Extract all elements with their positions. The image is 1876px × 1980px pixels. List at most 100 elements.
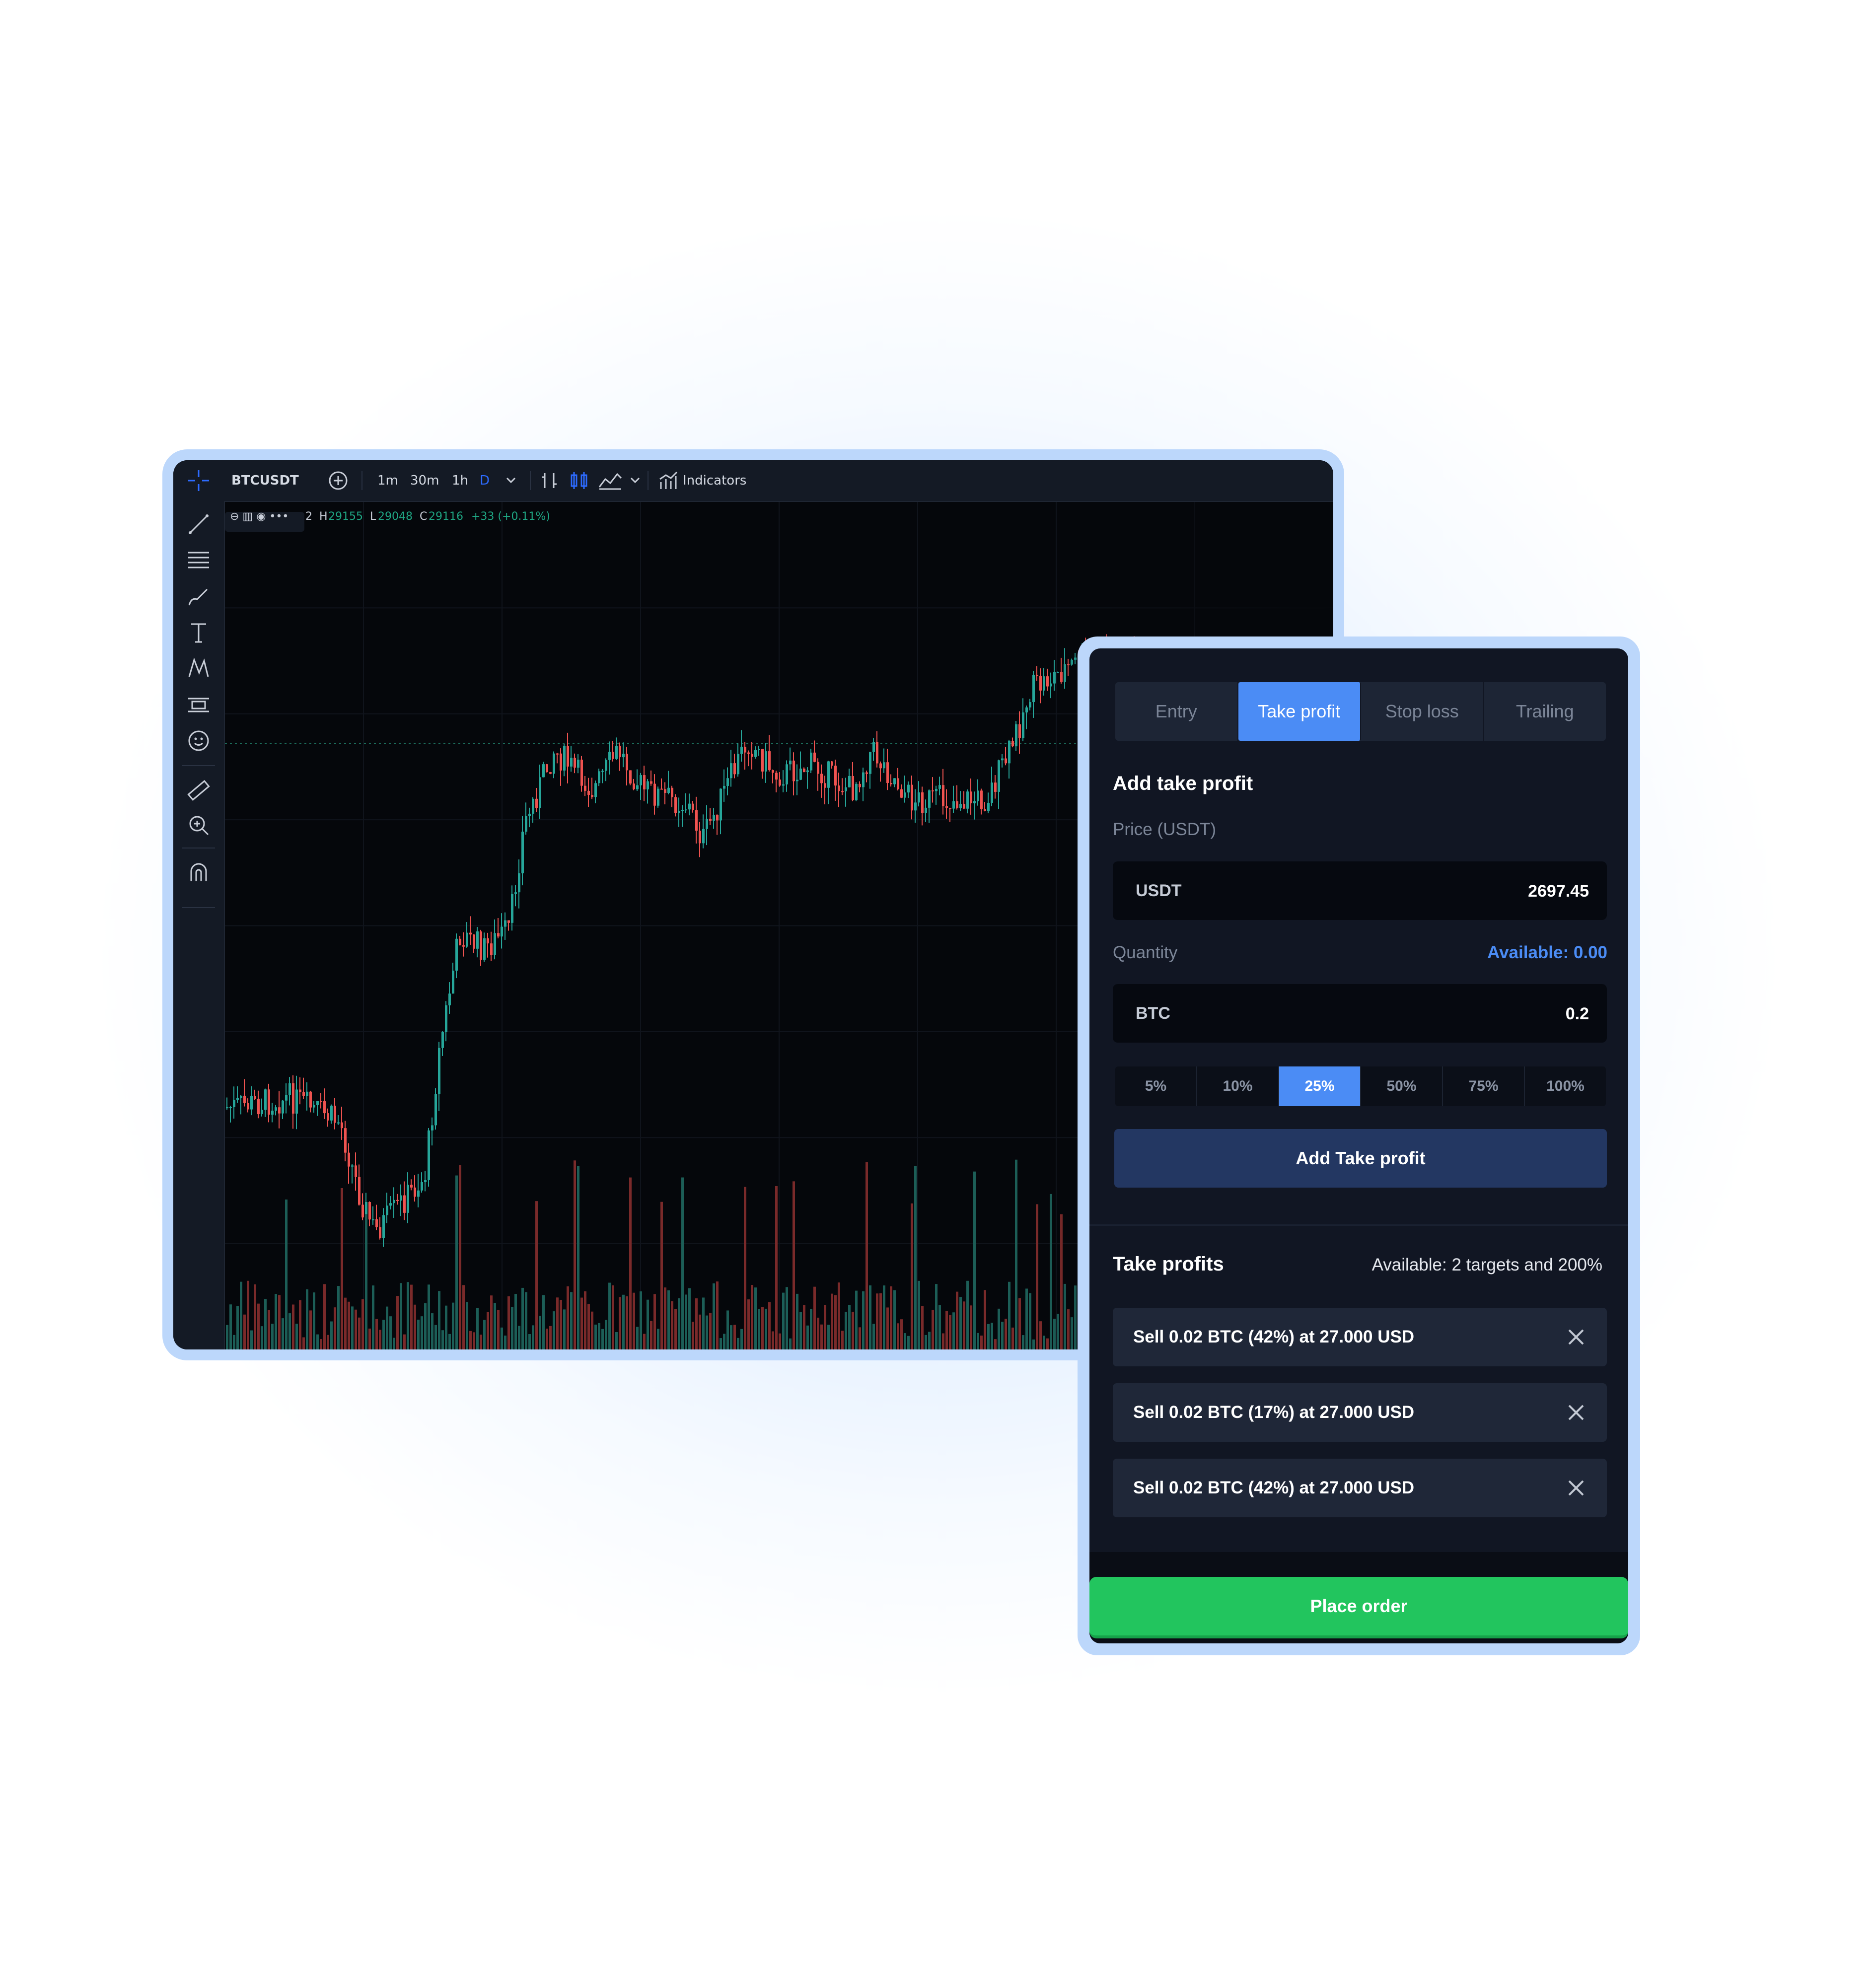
- price-field[interactable]: USDT: [1113, 861, 1607, 921]
- tab-stop-loss[interactable]: Stop loss: [1361, 682, 1484, 741]
- volume-bar: [361, 1299, 364, 1349]
- volume-bar: [900, 1319, 903, 1349]
- area-style-icon[interactable]: [595, 467, 624, 494]
- tab-take-profit[interactable]: Take profit: [1238, 682, 1361, 741]
- candle-body: [890, 783, 892, 784]
- candle-body: [236, 1098, 239, 1100]
- tab-trailing[interactable]: Trailing: [1515, 701, 1574, 721]
- volume-bar: [282, 1318, 284, 1349]
- candle-body: [344, 1128, 347, 1153]
- symbol-label[interactable]: BTCUSDT: [231, 473, 299, 488]
- candle-body: [501, 926, 503, 937]
- volume-bar: [758, 1309, 760, 1349]
- add-take-profit-button[interactable]: Add Take profit: [1114, 1129, 1607, 1188]
- candle-body: [299, 1089, 301, 1092]
- tab-entry[interactable]: Entry: [1115, 682, 1238, 741]
- percent-25[interactable]: 25%: [1279, 1066, 1361, 1106]
- quantity-input[interactable]: [1290, 984, 1590, 1044]
- brush-icon[interactable]: [184, 582, 213, 611]
- legend-eye-icon[interactable]: ⊖ ▥ ◉ •••: [230, 510, 289, 523]
- percent-5[interactable]: 5%: [1115, 1066, 1197, 1106]
- candle-body: [862, 772, 865, 787]
- emoji-icon[interactable]: [184, 726, 213, 755]
- volume-bar: [761, 1307, 764, 1349]
- take-profits-title: Take profits: [1113, 1253, 1224, 1275]
- forecast-icon[interactable]: [184, 691, 213, 719]
- zoom-icon[interactable]: [184, 811, 213, 840]
- volume-bar: [455, 1175, 458, 1349]
- close-icon[interactable]: [1566, 1327, 1586, 1347]
- candle-body: [709, 819, 712, 821]
- timeframe-d[interactable]: D: [480, 473, 490, 488]
- chevron-down-icon[interactable]: [501, 470, 521, 490]
- candles-icon[interactable]: [566, 467, 592, 494]
- volume-bar: [876, 1293, 878, 1349]
- candle-body: [1036, 675, 1038, 676]
- close-icon[interactable]: [1566, 1403, 1586, 1422]
- timeframe-1m[interactable]: 1m: [377, 473, 398, 488]
- text-icon[interactable]: [184, 618, 213, 647]
- percent-75[interactable]: 75%: [1443, 1066, 1525, 1106]
- indicators-icon[interactable]: [655, 467, 682, 494]
- volume-bar: [744, 1187, 746, 1349]
- chevron-down-icon[interactable]: [625, 470, 645, 490]
- candle-body: [866, 772, 868, 774]
- candle-body: [577, 760, 579, 768]
- volume-bar: [574, 1160, 576, 1349]
- percent-100[interactable]: 100%: [1546, 1078, 1585, 1094]
- magnet-icon[interactable]: [184, 858, 213, 887]
- candle-body: [1001, 758, 1004, 761]
- volume-bar: [831, 1293, 833, 1349]
- volume-bar: [716, 1281, 719, 1349]
- volume-bar: [692, 1322, 694, 1349]
- timeframe-30m[interactable]: 30m: [410, 473, 439, 488]
- fib-lines-icon[interactable]: [184, 546, 213, 574]
- close-icon[interactable]: [1566, 1478, 1586, 1498]
- candle-body: [723, 785, 725, 789]
- candle-body: [845, 787, 847, 791]
- ruler-icon[interactable]: [184, 776, 213, 805]
- candle-body: [497, 933, 500, 937]
- percent-50[interactable]: 50%: [1361, 1066, 1443, 1106]
- candle-body: [1032, 675, 1035, 703]
- candle-body: [532, 798, 534, 814]
- volume-bar: [935, 1284, 938, 1349]
- bar-style-icon[interactable]: [536, 467, 563, 494]
- pattern-icon[interactable]: [184, 654, 213, 683]
- volume-bar: [375, 1319, 378, 1349]
- candle-body: [268, 1089, 270, 1115]
- trend-line-icon[interactable]: [184, 510, 213, 539]
- quantity-field[interactable]: BTC: [1113, 984, 1607, 1044]
- compare-add-icon[interactable]: [325, 467, 352, 494]
- candle-body: [831, 761, 833, 766]
- candle-body: [799, 769, 802, 780]
- volume-bar: [653, 1294, 656, 1349]
- indicators-button[interactable]: Indicators: [683, 473, 747, 488]
- place-order-button[interactable]: Place order: [1089, 1577, 1628, 1638]
- candle-body: [681, 810, 684, 811]
- volume-bar: [476, 1308, 479, 1349]
- candle-body: [480, 931, 482, 960]
- volume-bar: [1005, 1319, 1007, 1349]
- percent-10[interactable]: 10%: [1197, 1066, 1279, 1106]
- volume-bar: [674, 1309, 677, 1349]
- candle-body: [973, 801, 976, 803]
- crosshair-icon[interactable]: [184, 466, 213, 495]
- candle-body: [560, 753, 562, 771]
- volume-bar: [591, 1311, 593, 1349]
- volume-bar: [667, 1290, 670, 1349]
- volume-bar: [504, 1335, 506, 1349]
- volume-bar: [907, 1336, 910, 1349]
- volume-bar: [1008, 1281, 1010, 1349]
- candle-body: [504, 920, 506, 927]
- volume-bar: [368, 1328, 371, 1349]
- candle-body: [292, 1083, 294, 1114]
- candle-body: [945, 806, 948, 808]
- volume-bar: [820, 1324, 823, 1349]
- volume-bar: [952, 1312, 955, 1349]
- timeframe-1h[interactable]: 1h: [452, 473, 469, 488]
- legend-controls[interactable]: [225, 512, 304, 532]
- legend-prefix: 2: [305, 510, 312, 523]
- price-input[interactable]: [1290, 861, 1590, 921]
- volume-bar: [824, 1305, 826, 1349]
